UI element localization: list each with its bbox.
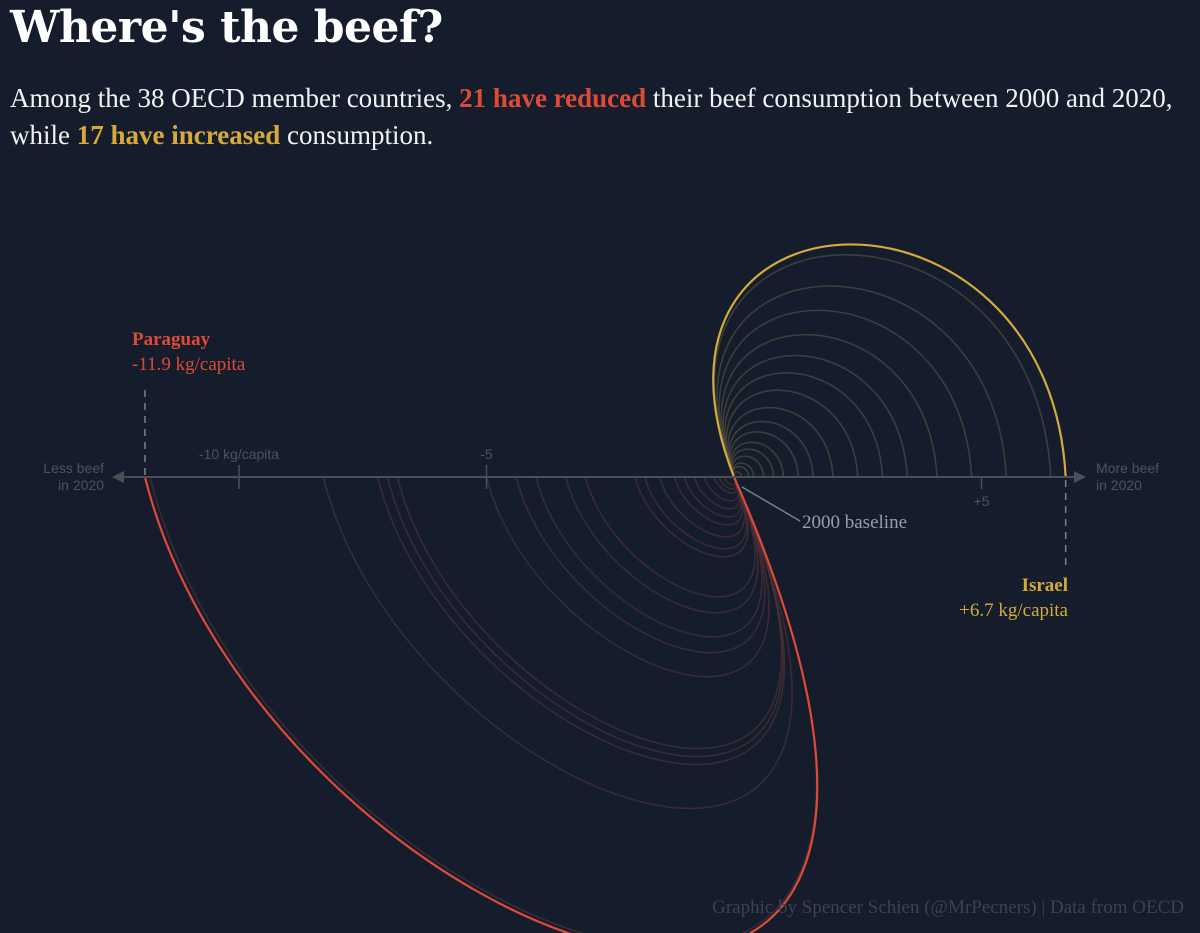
- increase-arc: [720, 333, 938, 478]
- axis-arrow-left-icon: [112, 471, 124, 483]
- paraguay-country-label: Paraguay: [132, 329, 211, 350]
- baseline-label: 2000 baseline: [802, 512, 907, 533]
- increased-arcs-group: [712, 243, 1067, 478]
- increase-arc: [725, 389, 859, 478]
- reduction-arc: [376, 476, 786, 766]
- reduction-arc: [644, 476, 748, 550]
- israel-country-label: Israel: [1022, 575, 1068, 596]
- axis-ticks: -10 kg/capita -5 +5: [199, 446, 990, 509]
- paraguay-value-label: -11.9 kg/capita: [132, 354, 246, 375]
- axis-left-label-line1: Less beef: [43, 460, 104, 476]
- israel-value-label: +6.7 kg/capita: [959, 600, 1068, 621]
- reduction-arc: [515, 476, 766, 654]
- chart-title: Where's the beef?: [10, 2, 443, 53]
- reduction-arc: [535, 476, 763, 638]
- increase-arc: [731, 462, 755, 478]
- reduction-arc: [658, 476, 746, 538]
- reduction-arc: [485, 476, 770, 678]
- increase-arc: [722, 354, 909, 478]
- axis-right-label-line2: in 2020: [1096, 477, 1142, 493]
- reduction-arc: [143, 476, 819, 933]
- tick-label: -5: [480, 446, 493, 462]
- reduction-arc: [322, 476, 793, 810]
- increase-arc: [712, 243, 1067, 478]
- reduction-arc: [564, 476, 759, 614]
- subtitle-text-2: their beef consumption between 2000 and …: [10, 83, 1173, 150]
- reduction-arc: [673, 476, 743, 526]
- reduction-arc: [386, 476, 784, 758]
- increase-arc: [727, 406, 834, 478]
- axis-left-label-line2: in 2020: [58, 477, 104, 493]
- reduction-arc: [149, 476, 818, 933]
- increase-arc: [716, 285, 1008, 478]
- axis-arrow-right-icon: [1074, 471, 1086, 483]
- subtitle-increased-highlight: 17 have increased: [76, 120, 281, 150]
- increase-arc: [730, 441, 785, 478]
- increase-arc: [718, 309, 973, 478]
- baseline-leader-line: [741, 486, 801, 522]
- reduction-arc: [396, 476, 783, 750]
- chart-subtitle: Among the 38 OECD member countries, 21 h…: [10, 80, 1195, 154]
- increase-arc: [728, 420, 814, 478]
- increase-arc: [713, 254, 1052, 478]
- tick-label: -10 kg/capita: [199, 446, 279, 462]
- reduction-arc: [683, 476, 742, 518]
- axis-right-label-line1: More beef: [1096, 460, 1159, 476]
- subtitle-text-3: consumption.: [280, 120, 434, 150]
- tick-label: +5: [974, 493, 990, 509]
- subtitle-text-1: Among the 38 OECD member countries,: [10, 83, 460, 113]
- increase-arc: [724, 372, 884, 478]
- reduced-arcs-group: [143, 476, 819, 933]
- increase-arc: [729, 431, 800, 478]
- reduction-arc: [634, 476, 749, 558]
- credit-line: Graphic by Spencer Schien (@MrPecners) |…: [712, 897, 1184, 918]
- subtitle-reduced-highlight: 21 have reduced: [459, 83, 647, 113]
- reduction-arc: [584, 476, 756, 598]
